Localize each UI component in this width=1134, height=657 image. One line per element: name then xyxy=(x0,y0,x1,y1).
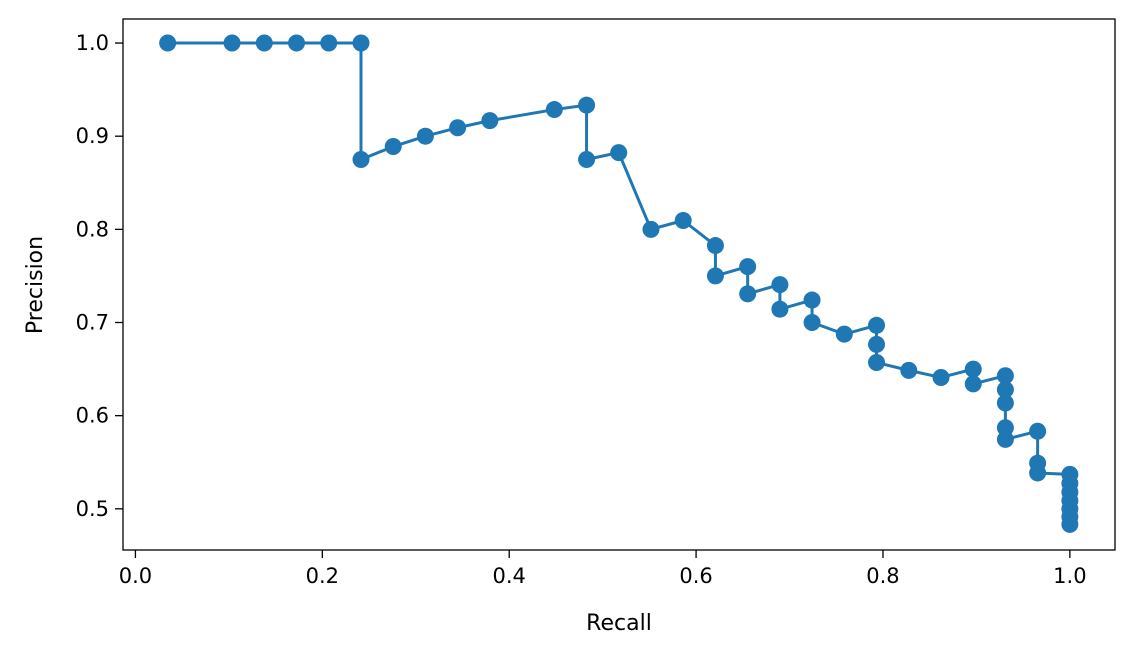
data-point xyxy=(964,375,982,393)
y-axis-ticks: 0.5 0.6 0.7 0.8 0.9 1.0 xyxy=(76,31,123,521)
data-point xyxy=(964,360,982,378)
data-point xyxy=(706,267,724,285)
data-point xyxy=(610,144,628,162)
data-point xyxy=(384,138,402,156)
data-point xyxy=(288,34,306,52)
y-axis-label: Precision xyxy=(23,236,48,334)
x-axis-ticks: 0.0 0.2 0.4 0.6 0.8 1.0 xyxy=(119,550,1087,588)
data-point xyxy=(674,212,692,230)
x-axis-label: Recall xyxy=(586,611,652,636)
data-point xyxy=(1061,515,1079,533)
data-point xyxy=(771,276,789,294)
data-point xyxy=(932,368,950,386)
x-tick-label: 1.0 xyxy=(1053,564,1086,588)
data-point xyxy=(416,127,434,145)
data-point xyxy=(352,150,370,168)
x-tick-label: 0.2 xyxy=(306,564,339,588)
data-point xyxy=(578,150,596,168)
y-tick-label: 0.9 xyxy=(76,124,109,148)
axes-frame xyxy=(122,18,1116,551)
data-point xyxy=(223,34,241,52)
data-point xyxy=(868,353,886,371)
data-point xyxy=(996,381,1014,399)
data-point xyxy=(481,112,499,130)
x-tick-label: 0.6 xyxy=(679,564,712,588)
data-point xyxy=(255,34,273,52)
x-tick-label: 0.0 xyxy=(119,564,152,588)
data-point xyxy=(996,367,1014,385)
data-point xyxy=(449,119,467,137)
data-point xyxy=(996,394,1014,412)
data-point xyxy=(1029,464,1047,482)
x-tick-label: 0.4 xyxy=(493,564,526,588)
y-tick-label: 0.7 xyxy=(76,311,109,335)
data-point xyxy=(159,34,177,52)
x-tick-label: 0.8 xyxy=(866,564,899,588)
y-tick-label: 0.5 xyxy=(76,497,109,521)
plot-area xyxy=(159,34,1079,533)
data-point xyxy=(739,285,757,303)
data-point xyxy=(900,361,918,379)
data-point xyxy=(835,325,853,343)
data-point xyxy=(803,314,821,332)
data-point xyxy=(996,430,1014,448)
data-point xyxy=(739,258,757,276)
data-point xyxy=(868,316,886,334)
data-point xyxy=(642,220,660,238)
data-point xyxy=(1029,422,1047,440)
data-point xyxy=(868,335,886,353)
data-point xyxy=(578,96,596,114)
data-point xyxy=(996,419,1014,437)
y-tick-label: 0.8 xyxy=(76,217,109,241)
data-point xyxy=(771,300,789,318)
y-tick-label: 1.0 xyxy=(76,31,109,55)
data-point xyxy=(803,291,821,309)
data-point xyxy=(706,237,724,255)
data-point xyxy=(320,34,338,52)
data-point xyxy=(545,101,563,119)
y-tick-label: 0.6 xyxy=(76,404,109,428)
data-point xyxy=(352,34,370,52)
